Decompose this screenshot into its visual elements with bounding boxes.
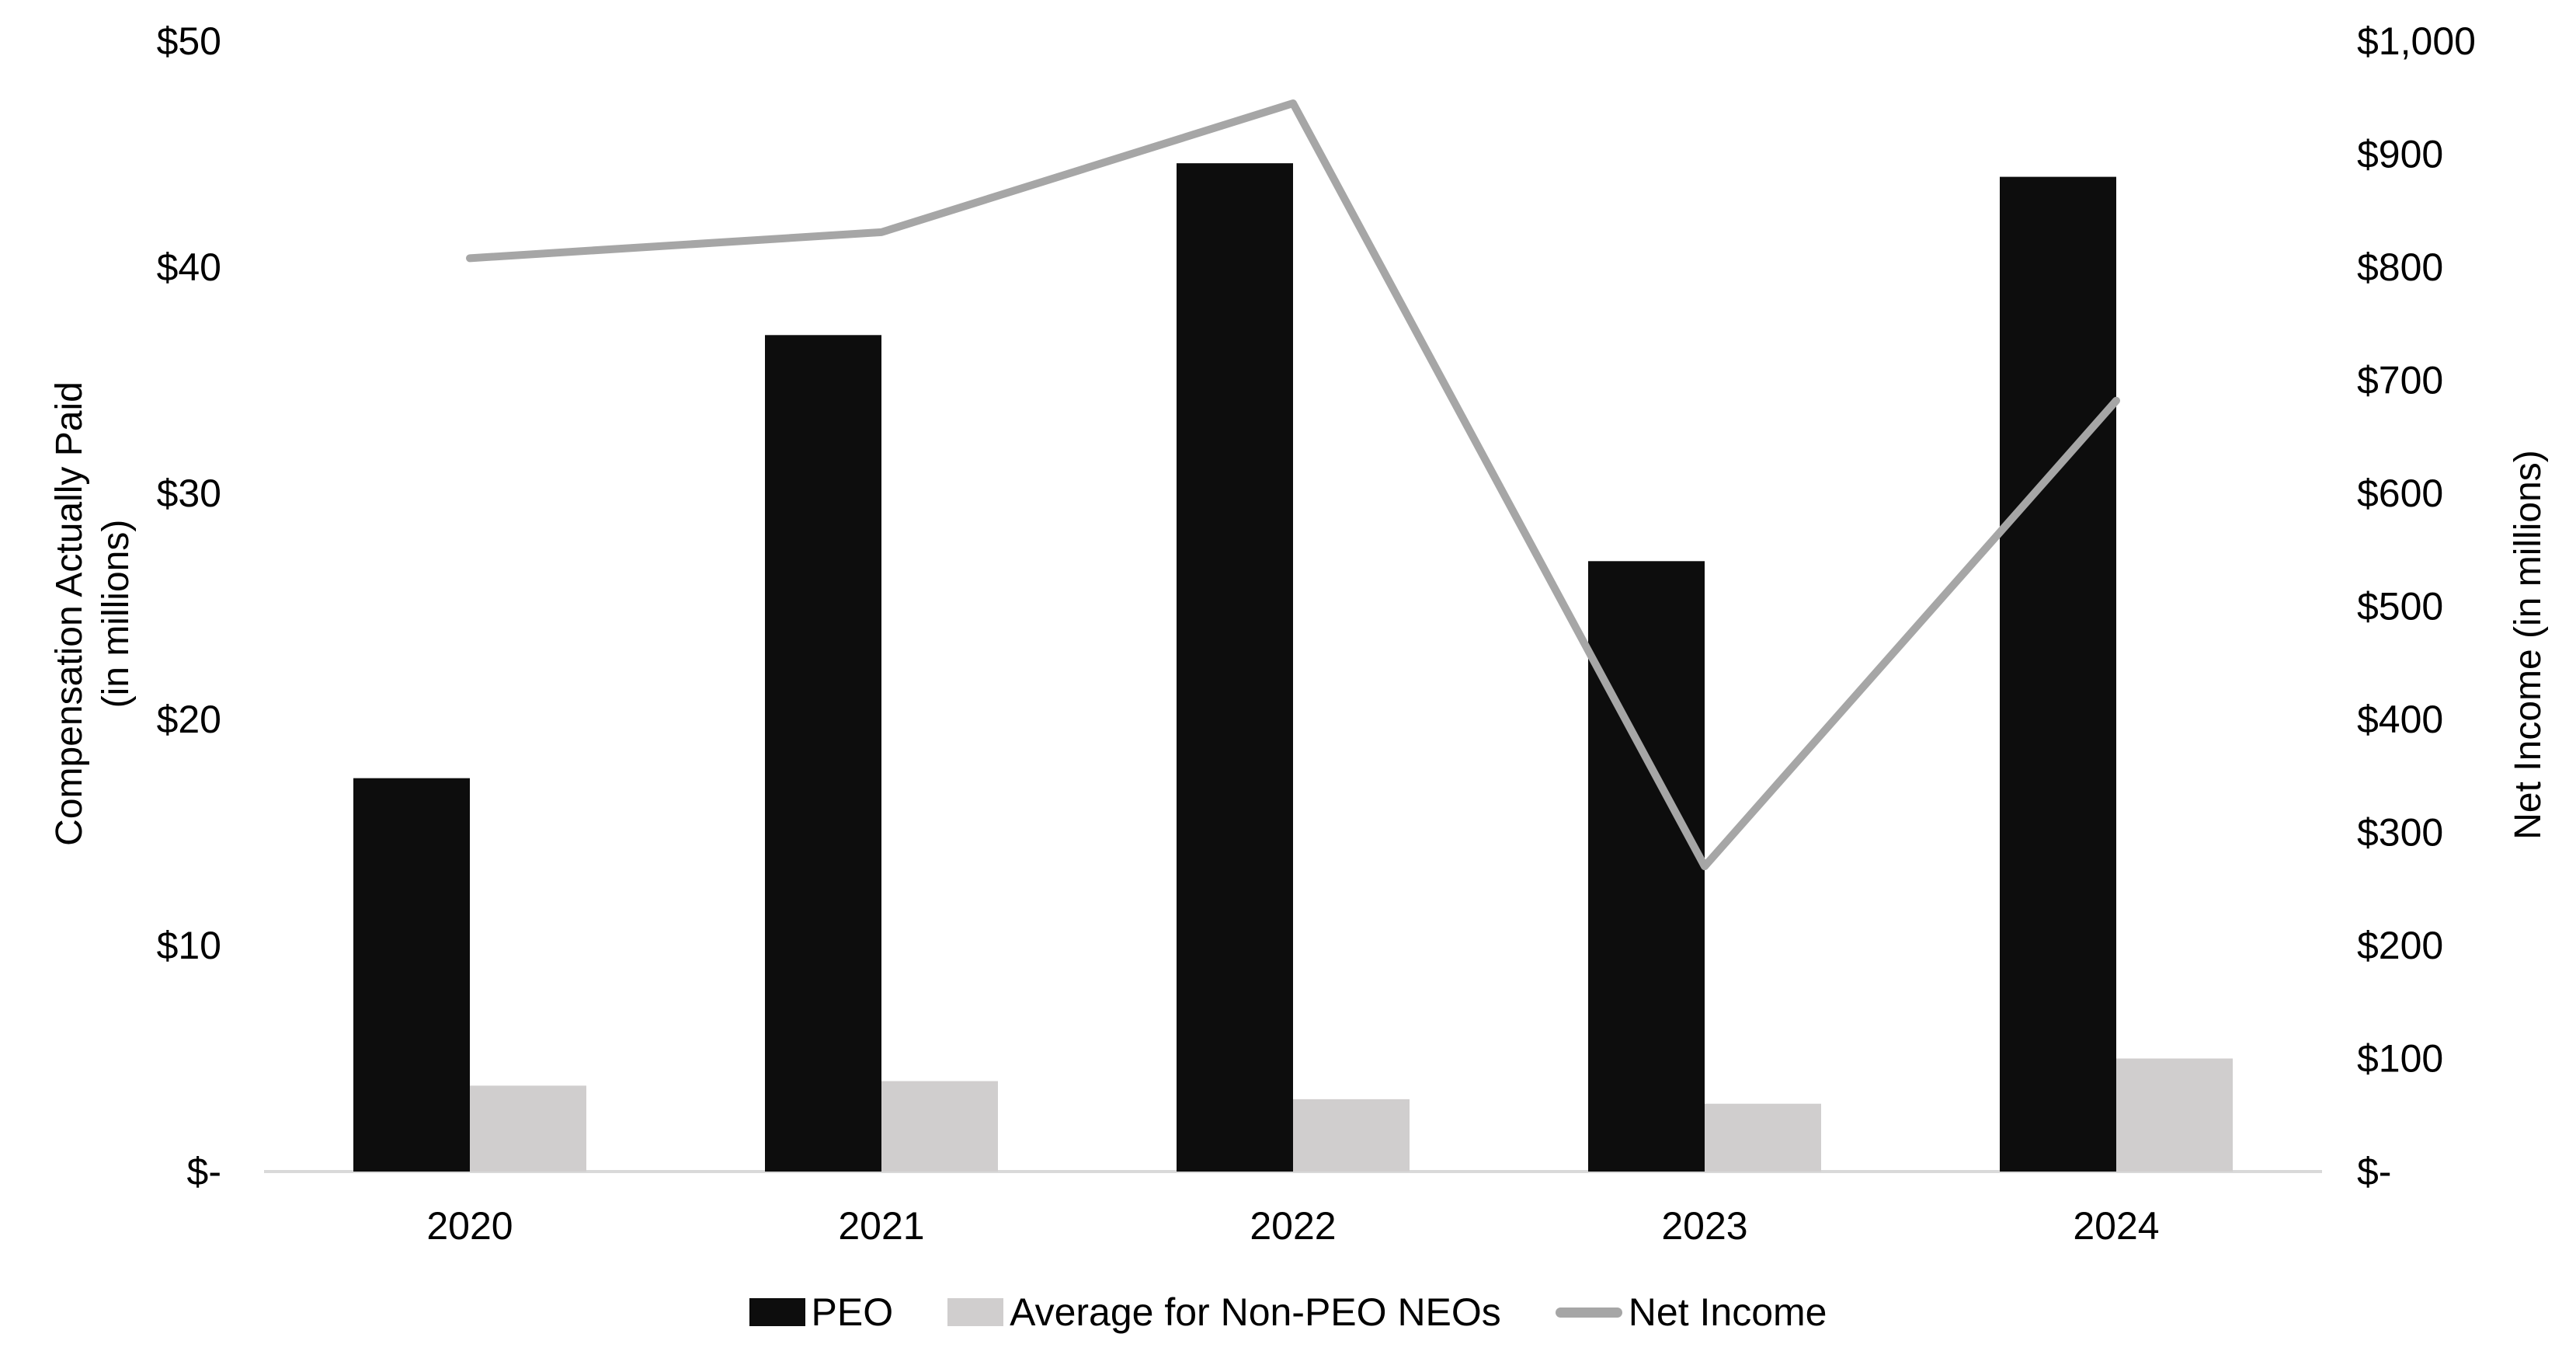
bar-peo-2023 — [1588, 561, 1705, 1172]
bar-non-peo-neos-2021 — [881, 1081, 998, 1172]
bar-peo-2020 — [353, 778, 470, 1172]
bar-non-peo-neos-2023 — [1705, 1103, 1821, 1172]
right-axis-tick-label: $1,000 — [2357, 19, 2476, 63]
right-axis-tick-label: $300 — [2357, 811, 2443, 855]
legend-item-non-peo-neos: Average for Non-PEO NEOs — [947, 1290, 1501, 1335]
right-axis-tick-label: $500 — [2357, 585, 2443, 629]
x-axis-label-2021: 2021 — [838, 1204, 924, 1248]
net-income-line — [466, 99, 2120, 871]
left-axis-title-line1: Compensation Actually Paid — [49, 381, 90, 846]
left-axis-title-line2: (in millions) — [96, 519, 137, 709]
x-axis-label-2023: 2023 — [1661, 1204, 1747, 1248]
right-axis-tick-label: $800 — [2357, 245, 2443, 289]
legend-label-non-peo-neos: Average for Non-PEO NEOs — [1010, 1290, 1501, 1334]
left-axis-tick-label: $40 — [157, 245, 221, 289]
x-axis-label-2024: 2024 — [2073, 1204, 2159, 1248]
net-income-line-swatch-icon — [1555, 1307, 1622, 1318]
legend-item-net-income: Net Income — [1555, 1290, 1827, 1335]
right-axis-tick-label: $200 — [2357, 924, 2443, 967]
left-axis-tick-label: $30 — [157, 472, 221, 515]
peo-swatch-icon — [749, 1298, 805, 1326]
right-axis-title: Net Income (in millions) — [2508, 450, 2549, 840]
right-axis-tick-label: $400 — [2357, 698, 2443, 741]
right-axis-tick-label: $- — [2357, 1150, 2391, 1193]
left-axis-title: Compensation Actually Paid (in millions) — [47, 381, 140, 846]
left-axis-tick-label: $- — [187, 1150, 221, 1193]
left-axis-tick-label: $20 — [157, 698, 221, 741]
legend-item-peo: PEO — [749, 1290, 894, 1335]
bar-peo-2021 — [765, 335, 881, 1172]
legend: PEO Average for Non-PEO NEOs Net Income — [0, 1290, 2576, 1335]
right-axis-tick-label: $700 — [2357, 359, 2443, 402]
right-axis-tick-label: $100 — [2357, 1037, 2443, 1081]
bar-peo-2024 — [2000, 176, 2116, 1172]
right-axis-tick-label: $600 — [2357, 472, 2443, 515]
non-peo-neos-swatch-icon — [947, 1298, 1004, 1326]
bar-peo-2022 — [1177, 163, 1293, 1172]
left-axis-tick-label: $50 — [157, 19, 221, 63]
bar-non-peo-neos-2020 — [470, 1085, 586, 1172]
legend-label-peo: PEO — [811, 1290, 894, 1334]
bar-non-peo-neos-2024 — [2116, 1058, 2233, 1172]
left-axis-tick-label: $10 — [157, 924, 221, 967]
right-axis-tick-label: $900 — [2357, 133, 2443, 176]
x-axis-label-2022: 2022 — [1250, 1204, 1336, 1248]
legend-label-net-income: Net Income — [1628, 1290, 1827, 1334]
x-axis-label-2020: 2020 — [426, 1204, 513, 1248]
bar-non-peo-neos-2022 — [1293, 1099, 1410, 1172]
